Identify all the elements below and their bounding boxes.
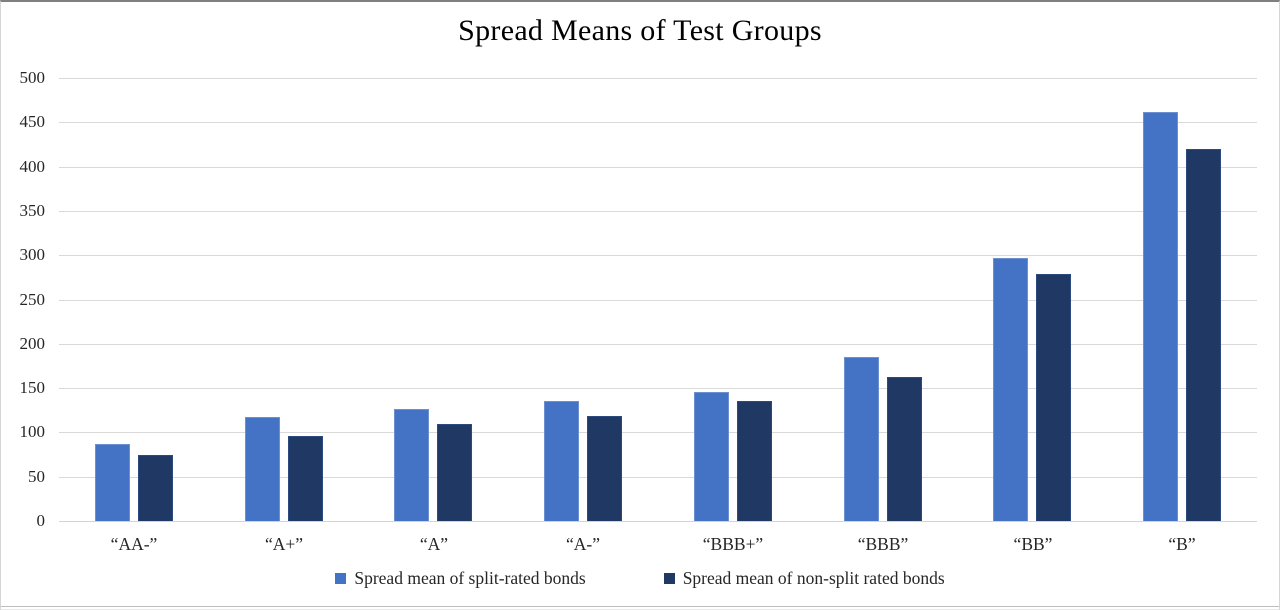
x-category-label: “BBB”	[857, 534, 909, 554]
gridline	[59, 78, 1257, 79]
bar-split-rated	[544, 401, 579, 521]
x-category-label: “A+”	[264, 534, 304, 554]
chart-title: Spread Means of Test Groups	[458, 14, 822, 47]
bar-split-rated	[1143, 112, 1178, 521]
y-tick-label: 100	[19, 422, 46, 441]
y-tick-label: 200	[19, 334, 46, 353]
gridline	[59, 122, 1257, 123]
bar-split-rated	[993, 258, 1028, 521]
y-tick-label: 400	[19, 157, 46, 176]
gridline	[59, 300, 1257, 301]
y-tick-label: 50	[28, 467, 45, 486]
bar-split-rated	[844, 357, 879, 521]
y-tick-label: 0	[36, 511, 46, 530]
y-tick-label: 450	[19, 112, 46, 131]
y-tick-label: 150	[19, 378, 46, 397]
gridline	[59, 167, 1257, 168]
legend: Spread mean of split-rated bonds Spread m…	[1, 568, 1279, 589]
x-category-label: “BB”	[1013, 534, 1053, 554]
x-category-label: “A”	[419, 534, 449, 554]
legend-label: Spread mean of non-split rated bonds	[682, 568, 945, 588]
bar-non-split-rated	[1036, 274, 1071, 521]
bar-non-split-rated	[138, 455, 173, 521]
bar-split-rated	[95, 444, 130, 521]
bar-non-split-rated	[437, 424, 472, 521]
legend-label: Spread mean of split-rated bonds	[354, 568, 586, 588]
gridline	[59, 255, 1257, 256]
gridline	[59, 388, 1257, 389]
bar-split-rated	[694, 392, 729, 521]
x-category-label: “BBB+”	[702, 534, 764, 554]
legend-item: Spread mean of non-split rated bonds	[663, 568, 945, 589]
x-category-label: “AA-”	[110, 534, 158, 554]
bar-split-rated	[245, 417, 280, 521]
gridline	[59, 344, 1257, 345]
y-tick-label: 500	[19, 68, 46, 87]
gridline	[59, 477, 1257, 478]
y-tick-label: 250	[19, 290, 46, 309]
x-axis-line	[59, 521, 1257, 522]
bar-non-split-rated	[288, 436, 323, 521]
bar-non-split-rated	[737, 401, 772, 521]
legend-swatch-non-split-rated	[663, 573, 675, 584]
gridline	[59, 211, 1257, 212]
x-category-label: “A-”	[565, 534, 600, 554]
x-category-label: “B”	[1168, 534, 1196, 554]
bar-non-split-rated	[1186, 149, 1221, 521]
bar-split-rated	[394, 409, 429, 521]
y-tick-label: 350	[19, 201, 46, 220]
y-tick-label: 300	[19, 245, 46, 264]
page-bottom-divider	[1, 606, 1279, 607]
gridline	[59, 432, 1257, 433]
bar-non-split-rated	[887, 377, 922, 521]
bar-non-split-rated	[587, 416, 622, 521]
legend-item: Spread mean of split-rated bonds	[335, 568, 586, 589]
legend-swatch-split-rated	[335, 573, 347, 584]
